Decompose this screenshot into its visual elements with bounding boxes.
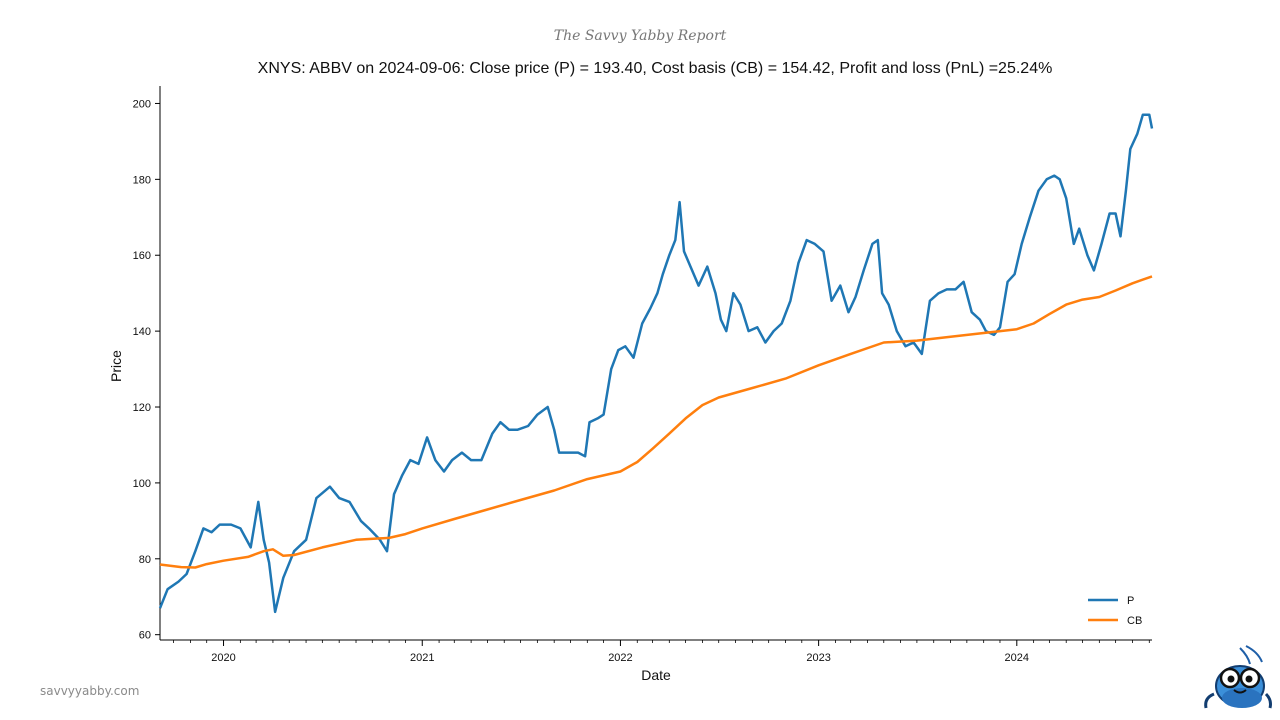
legend-label-cb: CB bbox=[1127, 615, 1142, 627]
y-tick-label: 80 bbox=[139, 554, 151, 566]
x-tick-label: 2022 bbox=[608, 652, 632, 664]
axes: 60 80 100 120 140 160 180 200 2020 2021 2022 2023 20… bbox=[133, 86, 1152, 664]
x-tick-label: 2021 bbox=[410, 652, 434, 664]
y-tick-label: 140 bbox=[133, 326, 151, 338]
y-tick-label: 60 bbox=[139, 630, 151, 642]
y-tick-label: 200 bbox=[133, 98, 151, 110]
y-tick-label: 160 bbox=[133, 250, 151, 262]
brand-header: The Savvy Yabby Report bbox=[553, 28, 727, 44]
yabby-mascot-logo bbox=[1204, 645, 1272, 709]
x-tick-label: 2020 bbox=[211, 652, 235, 664]
footer-url[interactable]: savvyyabby.com bbox=[40, 684, 140, 698]
series-line-cb bbox=[159, 275, 1153, 569]
legend-label-p: P bbox=[1127, 595, 1134, 607]
y-tick-label: 180 bbox=[133, 174, 151, 186]
x-tick-label: 2023 bbox=[806, 652, 830, 664]
x-tick-label: 2024 bbox=[1005, 652, 1029, 664]
y-tick-label: 100 bbox=[133, 478, 151, 490]
chart-title: XNYS: ABBV on 2024-09-06: Close price (P… bbox=[257, 60, 1053, 77]
series-line-p bbox=[158, 113, 1154, 614]
x-axis-label: Date bbox=[641, 667, 671, 683]
series-layer bbox=[158, 113, 1154, 614]
legend: P CB bbox=[1088, 595, 1142, 627]
y-tick-label: 120 bbox=[133, 402, 151, 414]
y-axis-label: Price bbox=[108, 350, 124, 382]
